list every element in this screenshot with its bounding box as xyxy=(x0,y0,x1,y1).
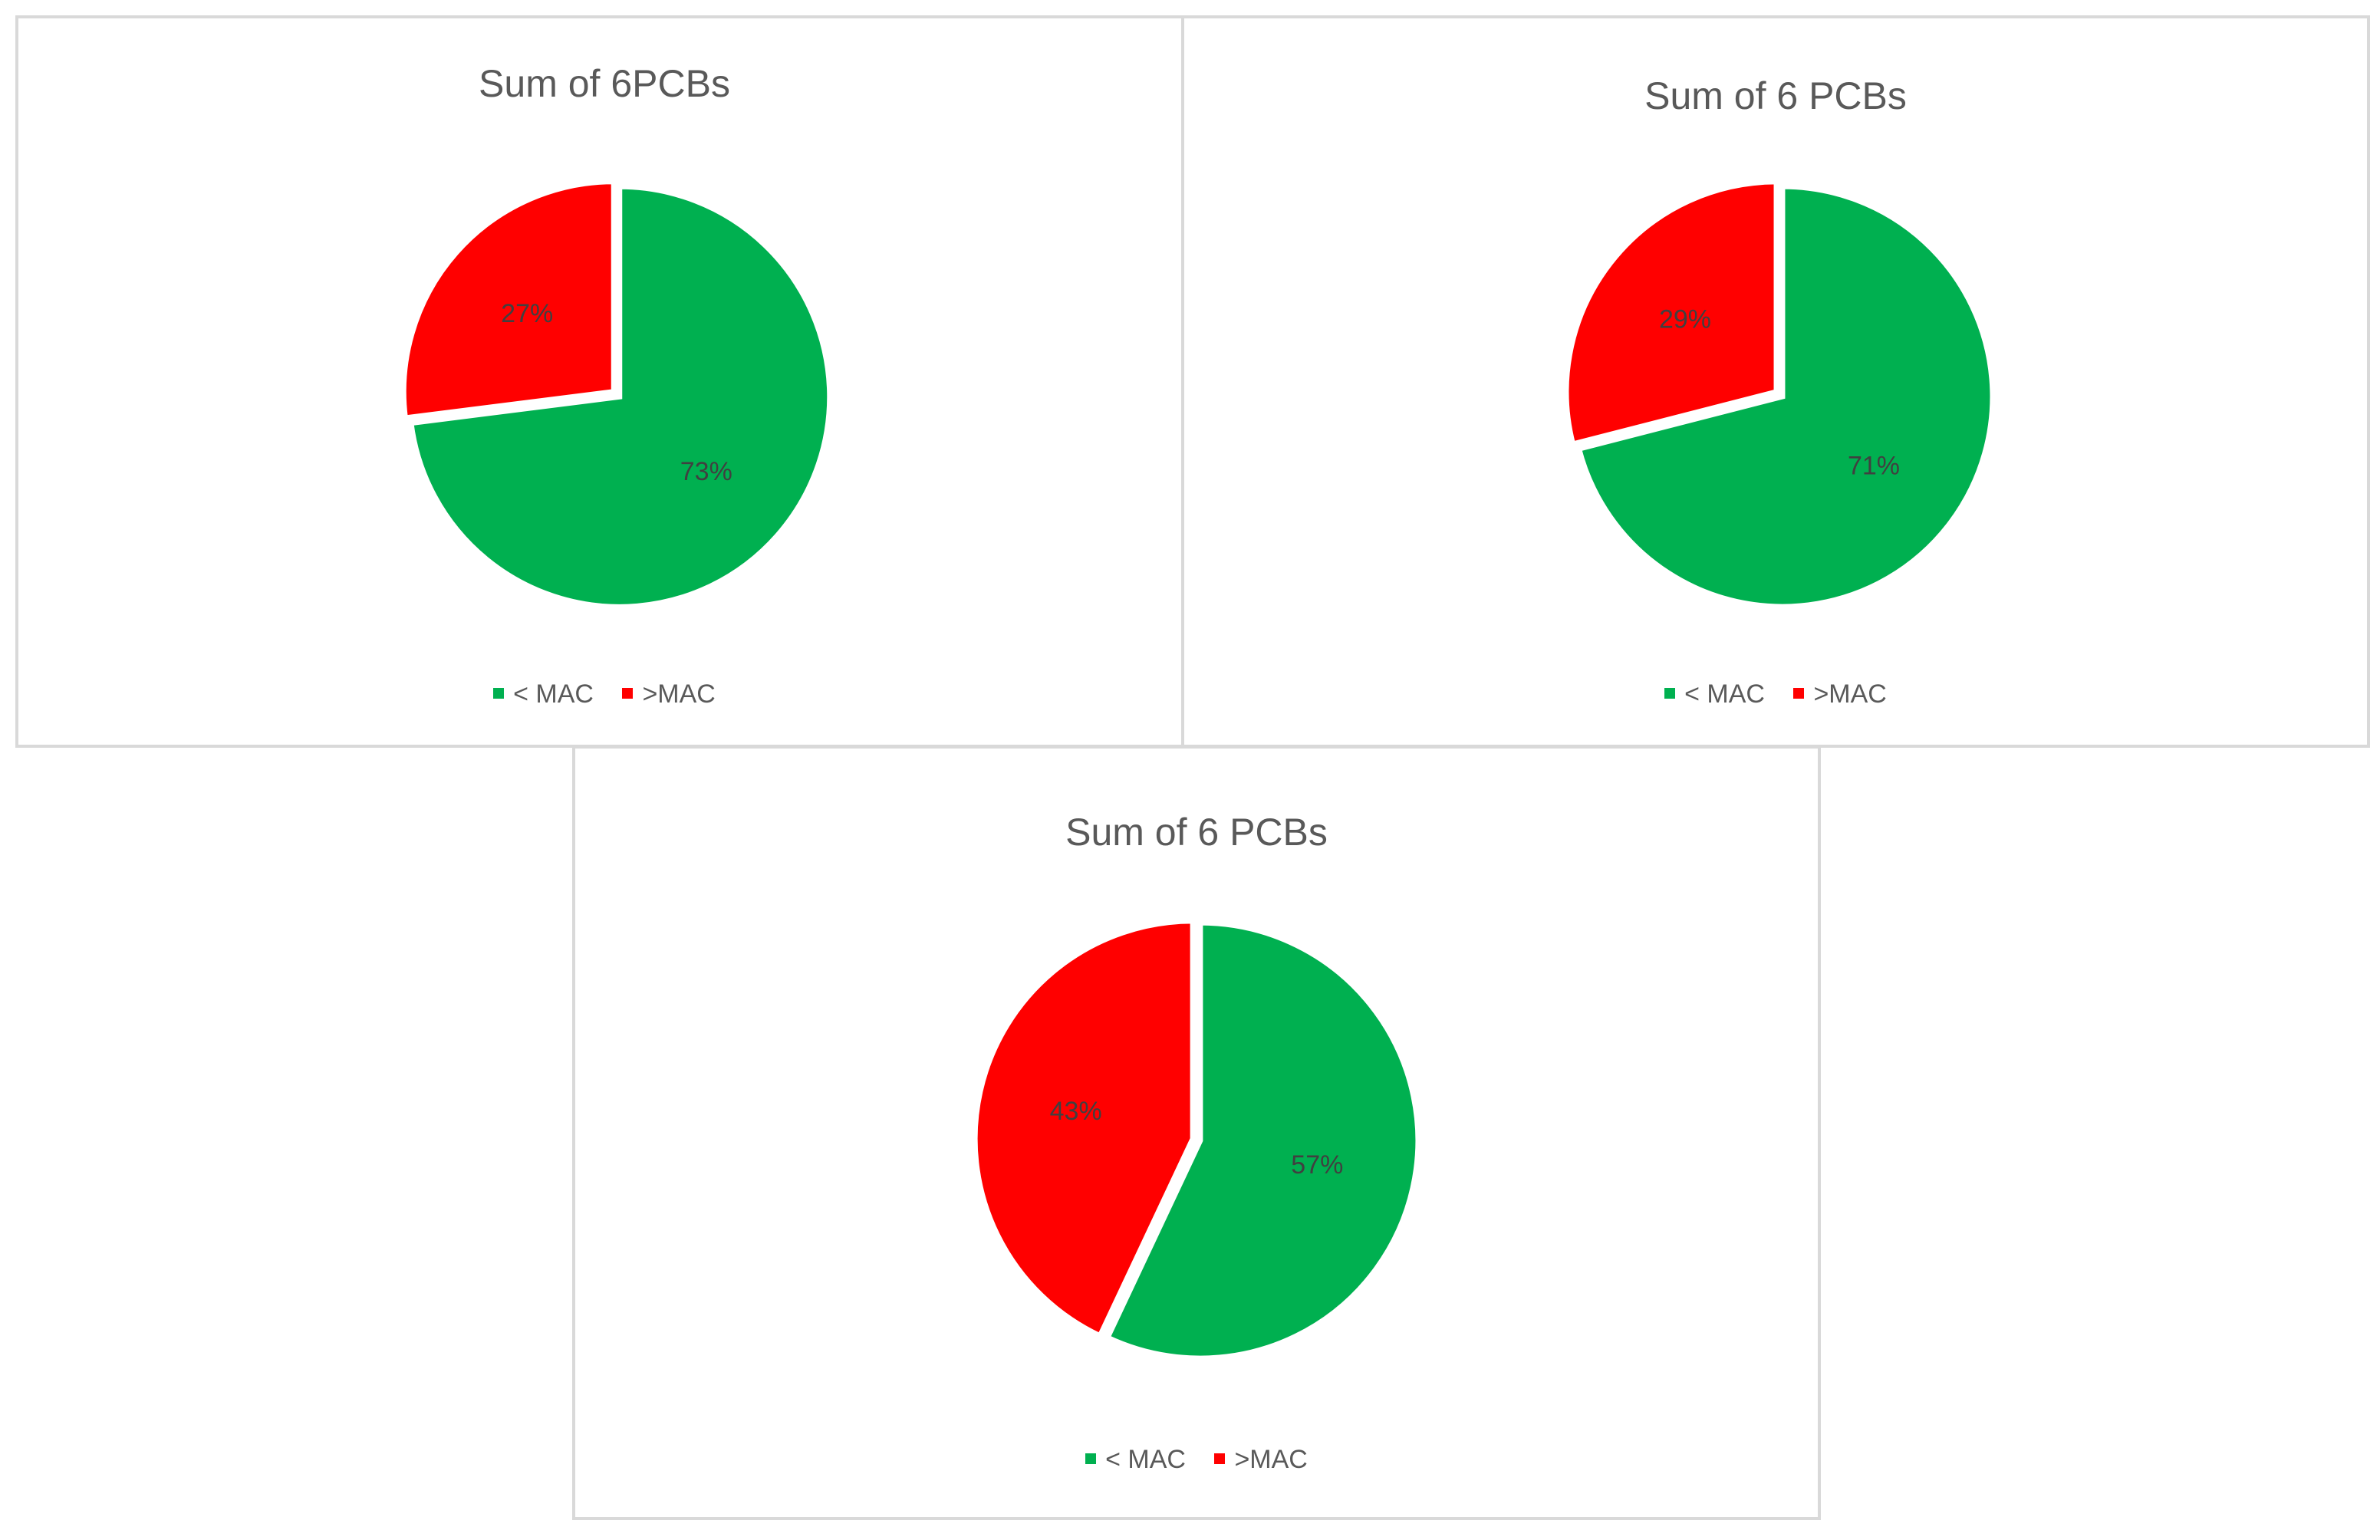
chart-panel-2: Sum of 6 PCBs 71% 29% < MAC >MAC xyxy=(1181,15,2370,748)
data-label: 43% xyxy=(1050,1097,1102,1126)
pie-slice-below-mac xyxy=(407,183,833,610)
data-label: 29% xyxy=(1659,305,1711,334)
legend-swatch-green xyxy=(1085,1453,1097,1465)
legend-swatch-red xyxy=(1793,688,1805,699)
legend-swatch-red xyxy=(1214,1453,1226,1465)
legend-label: >MAC xyxy=(1234,1445,1308,1474)
legend-label: < MAC xyxy=(1684,680,1765,709)
chart-title: Sum of 6 PCBs xyxy=(1644,74,1907,117)
data-label: 27% xyxy=(501,299,553,328)
legend: < MAC >MAC xyxy=(18,680,1190,709)
chart-panel-1: Sum of 6PCBs 73% 27% < MAC >MAC xyxy=(15,15,1193,748)
pie-slice-below-mac xyxy=(1104,920,1421,1361)
legend-item-below-mac: < MAC xyxy=(493,680,594,709)
legend-item-above-mac: >MAC xyxy=(1214,1445,1308,1475)
legend: < MAC >MAC xyxy=(575,1445,1818,1475)
data-label: 73% xyxy=(680,457,732,486)
legend-label: >MAC xyxy=(1813,680,1887,709)
pie-slice-above-mac xyxy=(972,918,1196,1340)
legend-item-below-mac: < MAC xyxy=(1664,680,1765,709)
pie-slice-below-mac xyxy=(1575,183,1996,610)
chart-title: Sum of 6 PCBs xyxy=(1065,811,1328,854)
pie-slice-above-mac xyxy=(400,179,617,421)
legend-label: >MAC xyxy=(642,680,716,709)
legend-item-below-mac: < MAC xyxy=(1085,1445,1186,1475)
pie-slice-above-mac xyxy=(1563,179,1779,448)
pie-chart: 57% 43% xyxy=(972,918,1421,1361)
legend-item-above-mac: >MAC xyxy=(622,680,716,709)
pie-chart: 73% 27% xyxy=(400,179,833,610)
legend-label: < MAC xyxy=(513,680,594,709)
legend-swatch-red xyxy=(622,688,634,699)
legend-item-above-mac: >MAC xyxy=(1793,680,1887,709)
legend-swatch-green xyxy=(1664,688,1676,699)
data-label: 57% xyxy=(1291,1150,1343,1180)
data-label: 71% xyxy=(1848,451,1900,480)
chart-panel-3: Sum of 6 PCBs 57% 43% < MAC >MAC xyxy=(572,745,1821,1520)
chart-title: Sum of 6PCBs xyxy=(479,62,730,105)
legend-swatch-green xyxy=(493,688,505,699)
pie-chart: 71% 29% xyxy=(1563,179,1996,610)
legend-label: < MAC xyxy=(1105,1445,1186,1474)
legend: < MAC >MAC xyxy=(1184,680,2367,709)
